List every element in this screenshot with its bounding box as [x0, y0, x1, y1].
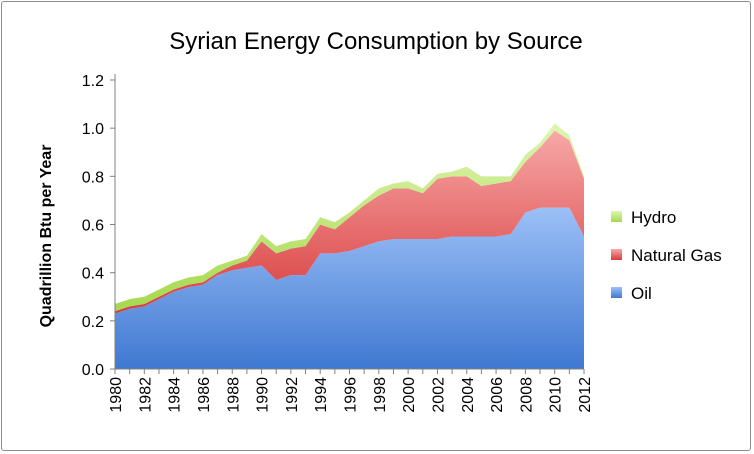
tick-labels: 0.0 0.2 0.4 0.6 0.8 1.0 1.2 1980 1982 1984 1986 198…	[82, 73, 594, 413]
x-tick-label: 2012	[577, 377, 594, 413]
y-tick-label: 0.4	[82, 266, 104, 283]
legend-swatch-oil	[611, 287, 622, 298]
x-tick-label: 2002	[430, 377, 447, 413]
y-axis-label: Quadrillion Btu per Year	[38, 145, 55, 328]
legend-swatch-natural-gas	[611, 249, 622, 260]
area-oil	[115, 207, 584, 369]
legend: Hydro Natural Gas Oil	[611, 208, 722, 303]
y-tick-label: 0.2	[82, 314, 104, 331]
y-tick-label: 0.6	[82, 218, 104, 235]
area-layers	[115, 123, 584, 369]
legend-label-hydro: Hydro	[631, 208, 676, 227]
x-tick-label: 1992	[284, 377, 301, 413]
x-tick-label: 1984	[167, 377, 184, 413]
x-tick-label: 1998	[372, 377, 389, 413]
x-tick-label: 2008	[518, 377, 535, 413]
chart-title: Syrian Energy Consumption by Source	[169, 28, 583, 55]
area-hydro	[115, 123, 584, 312]
x-tick-label: 2010	[548, 377, 565, 413]
x-tick-label: 1996	[343, 377, 360, 413]
legend-swatch-hydro	[611, 211, 622, 222]
x-tick-label: 2004	[460, 377, 477, 413]
x-tick-label: 1988	[225, 377, 242, 413]
x-tick-label: 1980	[108, 377, 125, 413]
x-tick-label: 1986	[196, 377, 213, 413]
y-tick-label: 0.0	[82, 362, 104, 379]
x-tick-label: 2000	[401, 377, 418, 413]
y-tick-label: 1.2	[82, 73, 104, 90]
x-tick-label: 2006	[489, 377, 506, 413]
y-tick-label: 1.0	[82, 121, 104, 138]
x-tick-label: 1994	[313, 377, 330, 413]
legend-label-oil: Oil	[631, 284, 652, 303]
y-tick-label: 0.8	[82, 169, 104, 186]
x-tick-label: 1990	[255, 377, 272, 413]
x-tick-label: 1982	[137, 377, 154, 413]
legend-label-natural-gas: Natural Gas	[631, 246, 722, 265]
